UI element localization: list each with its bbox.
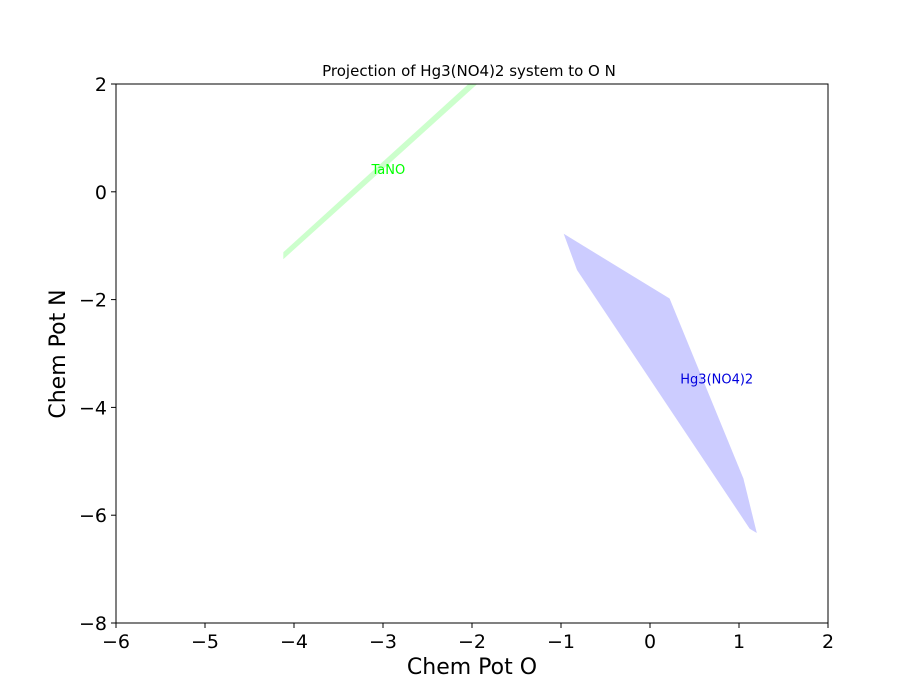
x-tick-label: 0 [644,631,656,653]
x-tick-label: 1 [733,631,745,653]
x-tick-label: −1 [547,631,575,653]
region-label-hg3-no4-2: Hg3(NO4)2 [680,373,753,388]
x-tick-label: −5 [191,631,219,653]
plot-frame [115,83,829,624]
x-tick-label: 2 [822,631,834,653]
x-tick-label: −3 [369,631,397,653]
y-axis-ticks: −8 −6 −4 −2 0 2 [79,74,116,635]
x-tick-label: −6 [102,631,130,653]
y-tick-label: 2 [95,74,107,96]
region-label-tano: TaNO [370,163,405,178]
y-tick-label: −4 [79,397,107,419]
y-tick-label: −2 [79,290,107,312]
chart-title: Projection of Hg3(NO4)2 system to O N [322,62,616,80]
y-tick-label: 0 [95,182,107,204]
y-tick-label: −8 [79,613,107,635]
y-tick-label: −6 [79,505,107,527]
region-layer: TaNO Hg3(NO4)2 [283,84,757,534]
region-hg3-no4-2 [563,233,757,534]
x-axis-label: Chem Pot O [407,655,537,680]
x-axis-ticks: −6 −5 −4 −3 −2 −1 0 1 2 [102,623,834,653]
region-tano [283,84,478,260]
x-tick-label: −2 [458,631,486,653]
y-axis-label: Chem Pot N [46,289,71,418]
x-tick-label: −4 [280,631,308,653]
